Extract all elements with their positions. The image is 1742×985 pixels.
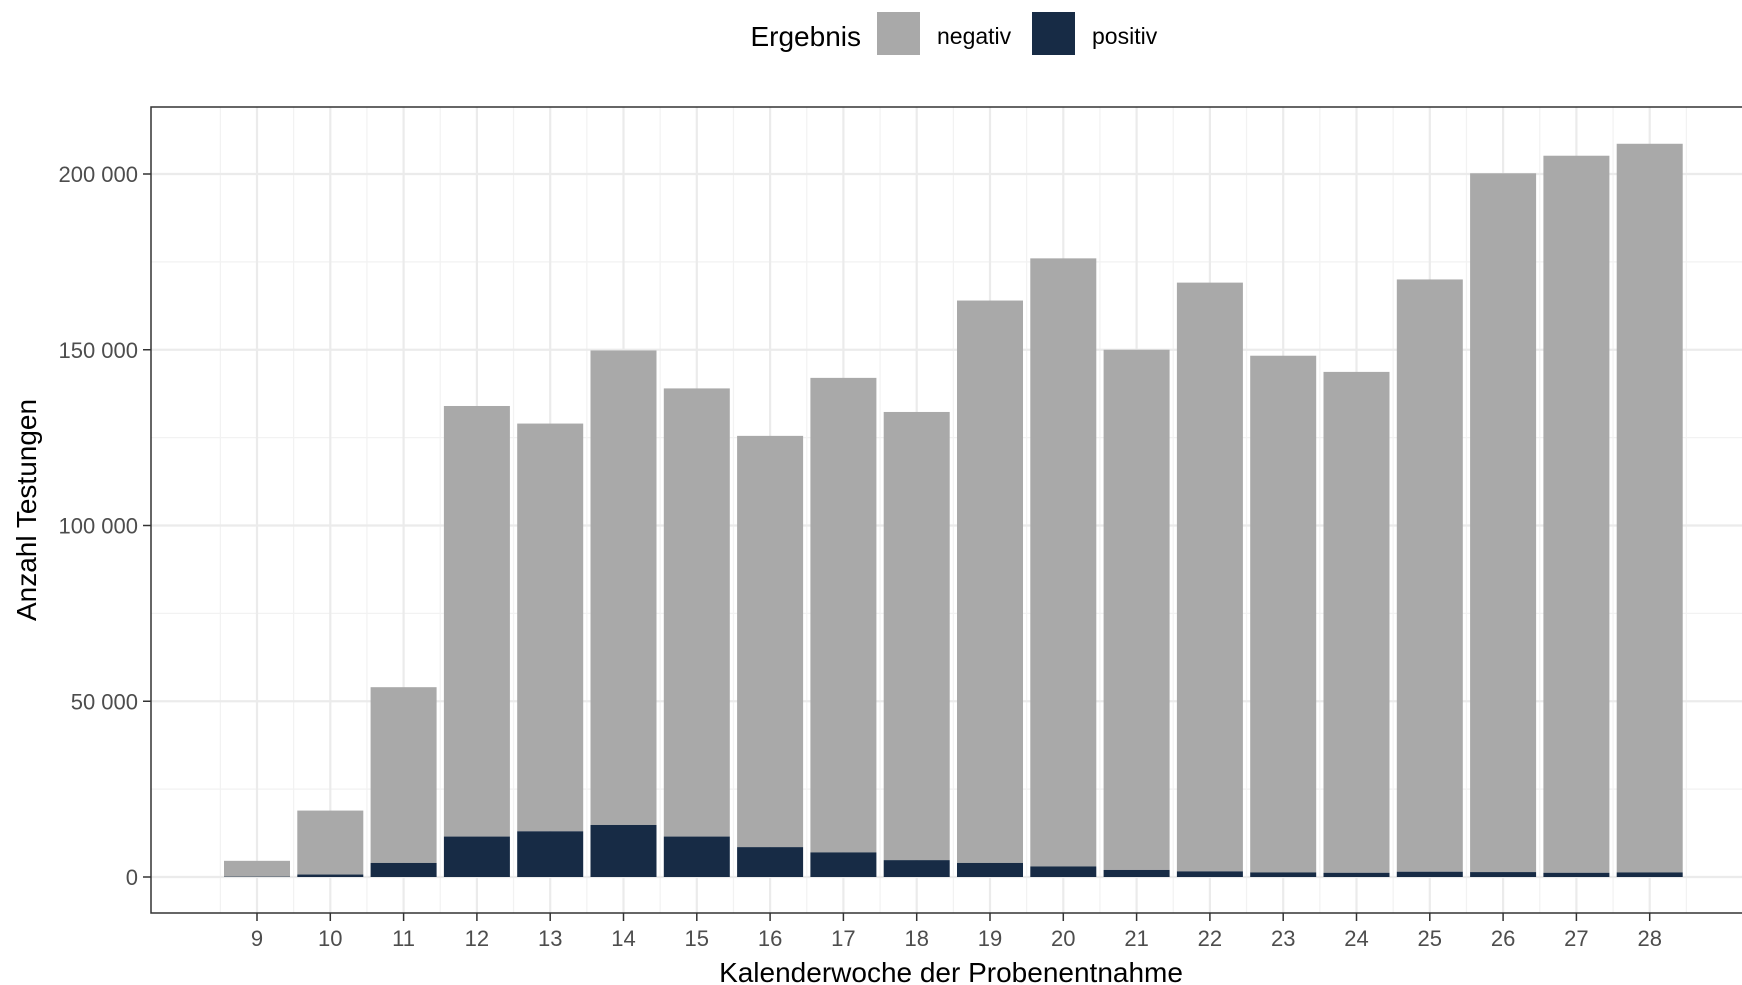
legend-label-negativ: negativ (937, 23, 1012, 49)
legend-label-positiv: positiv (1092, 23, 1158, 49)
bar-negativ-22 (1176, 282, 1243, 872)
bar-negativ-21 (1103, 349, 1170, 870)
bars (224, 143, 1683, 877)
legend-title: Ergebnis (750, 21, 861, 52)
bar-negativ-20 (1030, 258, 1097, 867)
legend: Ergebnis negativ positiv (750, 12, 1158, 55)
y-axis: 0 50 000 100 000 150 000 200 000 (58, 162, 151, 890)
bar-negativ-10 (297, 810, 364, 875)
bar-positiv-23 (1250, 872, 1317, 877)
x-tick-label: 23 (1271, 926, 1295, 951)
legend-key-positiv (1032, 12, 1075, 55)
y-tick-label: 100 000 (58, 514, 138, 539)
bar-negativ-23 (1250, 355, 1317, 873)
y-tick-label: 50 000 (71, 689, 138, 714)
bar-positiv-18 (883, 860, 950, 877)
bar-negativ-13 (517, 423, 584, 832)
bar-positiv-22 (1176, 871, 1243, 877)
x-tick-label: 13 (538, 926, 562, 951)
x-axis: 9 10 11 12 13 14 15 16 17 18 19 20 21 22 23 24 25 26 27 28 (251, 913, 1662, 951)
bar-positiv-24 (1323, 872, 1390, 877)
x-tick-label: 15 (685, 926, 709, 951)
bar-negativ-19 (957, 300, 1023, 863)
bar-negativ-12 (443, 405, 510, 837)
x-tick-label: 24 (1344, 926, 1368, 951)
bar-positiv-14 (590, 824, 657, 877)
x-tick-label: 19 (978, 926, 1002, 951)
bar-negativ-28 (1616, 143, 1683, 873)
x-tick-label: 17 (831, 926, 855, 951)
x-tick-label: 28 (1637, 926, 1661, 951)
panel-border (150, 106, 1742, 914)
x-tick-label: 16 (758, 926, 782, 951)
legend-key-negativ (877, 12, 920, 55)
bar-positiv-17 (810, 852, 877, 877)
x-tick-label: 14 (611, 926, 635, 951)
bar-negativ-11 (370, 687, 437, 863)
bar-positiv-10 (297, 874, 364, 877)
bar-positiv-21 (1103, 869, 1170, 877)
bar-positiv-11 (370, 862, 437, 877)
bar-positiv-26 (1470, 872, 1537, 877)
bar-negativ-17 (810, 377, 877, 853)
x-tick-label: 12 (465, 926, 489, 951)
bar-positiv-28 (1616, 872, 1683, 877)
bar-negativ-18 (883, 411, 950, 861)
x-axis-title: Kalenderwoche der Probenentnahme (719, 957, 1183, 985)
bar-positiv-27 (1543, 872, 1610, 877)
bar-negativ-27 (1543, 155, 1610, 873)
x-tick-label: 9 (251, 926, 263, 951)
x-tick-label: 20 (1051, 926, 1075, 951)
y-tick-label: 200 000 (58, 162, 138, 187)
bar-positiv-19 (957, 862, 1023, 877)
bar-positiv-25 (1396, 871, 1463, 877)
bar-negativ-24 (1323, 371, 1390, 873)
bar-negativ-14 (590, 350, 657, 825)
bar-positiv-15 (663, 836, 730, 877)
bar-negativ-26 (1470, 173, 1537, 873)
bar-negativ-25 (1396, 279, 1463, 872)
x-tick-label: 18 (904, 926, 928, 951)
x-tick-label: 26 (1491, 926, 1515, 951)
bar-positiv-12 (443, 836, 510, 877)
bar-positiv-20 (1030, 866, 1097, 877)
bar-positiv-13 (517, 831, 584, 877)
y-axis-title: Anzahl Testungen (11, 399, 42, 621)
x-tick-label: 10 (318, 926, 342, 951)
bar-negativ-15 (663, 388, 730, 837)
x-tick-label: 11 (392, 926, 415, 951)
x-tick-label: 22 (1198, 926, 1222, 951)
y-tick-label: 150 000 (58, 338, 138, 363)
x-tick-label: 21 (1124, 926, 1148, 951)
x-tick-label: 27 (1564, 926, 1588, 951)
bar-negativ-9 (224, 860, 290, 877)
grid-minor (151, 107, 1742, 913)
x-tick-label: 25 (1418, 926, 1442, 951)
plot-area (150, 106, 1742, 914)
bar-positiv-16 (737, 847, 804, 877)
y-tick-label: 0 (126, 865, 138, 890)
bar-negativ-16 (737, 435, 804, 848)
